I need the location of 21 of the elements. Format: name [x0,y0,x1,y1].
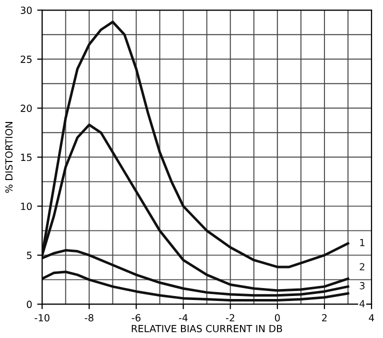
y-tick-label: 15 [21,154,32,161]
x-tick-label: 4 [368,314,374,322]
y-tick-label: 20 [20,104,32,112]
x-axis-title: RELATIVE BIAS CURRENT IN DB [132,324,282,332]
y-axis-title: % DISTORTION [5,122,13,193]
y-tick-label: 25 [20,56,32,63]
y-tick-label: 0 [26,300,32,308]
x-tick-label: -10 [34,314,50,322]
x-tick-label: 0 [274,314,280,322]
x-tick-label: 2 [322,314,327,322]
x-tick-label: -6 [132,314,140,322]
x-tick-label: -2 [226,314,234,322]
y-tick-label: 10 [21,202,32,210]
y-tick-label: 30 [20,6,32,14]
y-tick-label: 5 [26,252,32,260]
series-label: 3 [360,282,364,290]
x-tick-label: -4 [178,314,188,322]
x-tick-label: -8 [84,314,94,322]
series-label: 1 [360,239,364,246]
series-label: 4 [360,300,365,308]
series-label: 2 [360,263,364,270]
